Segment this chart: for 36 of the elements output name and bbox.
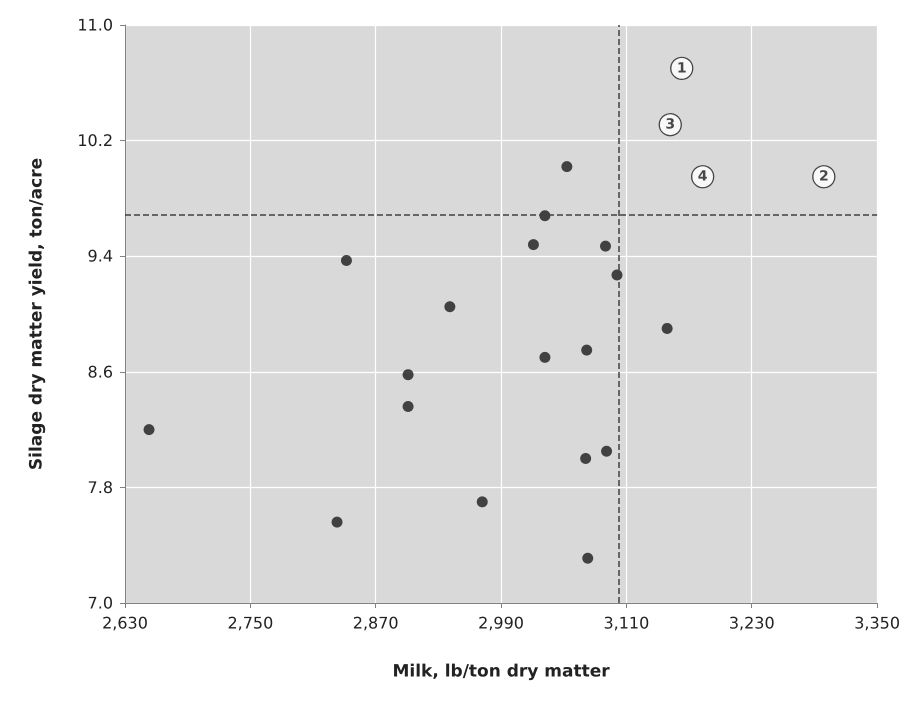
point [402, 369, 414, 380]
point [539, 352, 550, 363]
x-tick-label: 3,110 [603, 614, 650, 632]
point [340, 255, 352, 266]
series-label: 4 [698, 168, 708, 185]
y-tick-label: 11.0 [77, 16, 113, 34]
point [582, 552, 594, 564]
x-tick-label: 3,350 [854, 614, 900, 632]
point [528, 239, 539, 250]
point [601, 446, 612, 457]
y-tick-label: 8.6 [88, 362, 113, 382]
y-tick-label: 9.4 [88, 246, 113, 266]
point [612, 269, 622, 280]
series-label: 3 [665, 116, 676, 133]
point [662, 322, 673, 334]
y-tick-label: 7.8 [88, 478, 113, 497]
x-tick-label: 2,870 [352, 614, 399, 632]
x-tick-label: 2,990 [478, 614, 524, 632]
series-label: 2 [818, 168, 829, 185]
x-tick-label: 3,230 [728, 614, 775, 632]
point [580, 453, 592, 464]
x-axis-title: Milk, lb/ton dry matter [392, 662, 610, 682]
y-tick-label: 10.2 [77, 131, 113, 150]
point [144, 424, 155, 436]
point [402, 400, 414, 412]
point [561, 161, 572, 172]
y-tick-label: 7.0 [88, 594, 113, 612]
x-tick-label: 2,630 [102, 614, 148, 632]
point [600, 240, 612, 252]
x-tick-label: 2,750 [227, 614, 274, 632]
y-axis-title: Silage dry matter yield, ton/acre [26, 158, 46, 470]
point [581, 344, 592, 356]
point [444, 301, 456, 312]
point [332, 516, 343, 528]
point [476, 496, 488, 508]
series-label: 1 [676, 60, 687, 76]
